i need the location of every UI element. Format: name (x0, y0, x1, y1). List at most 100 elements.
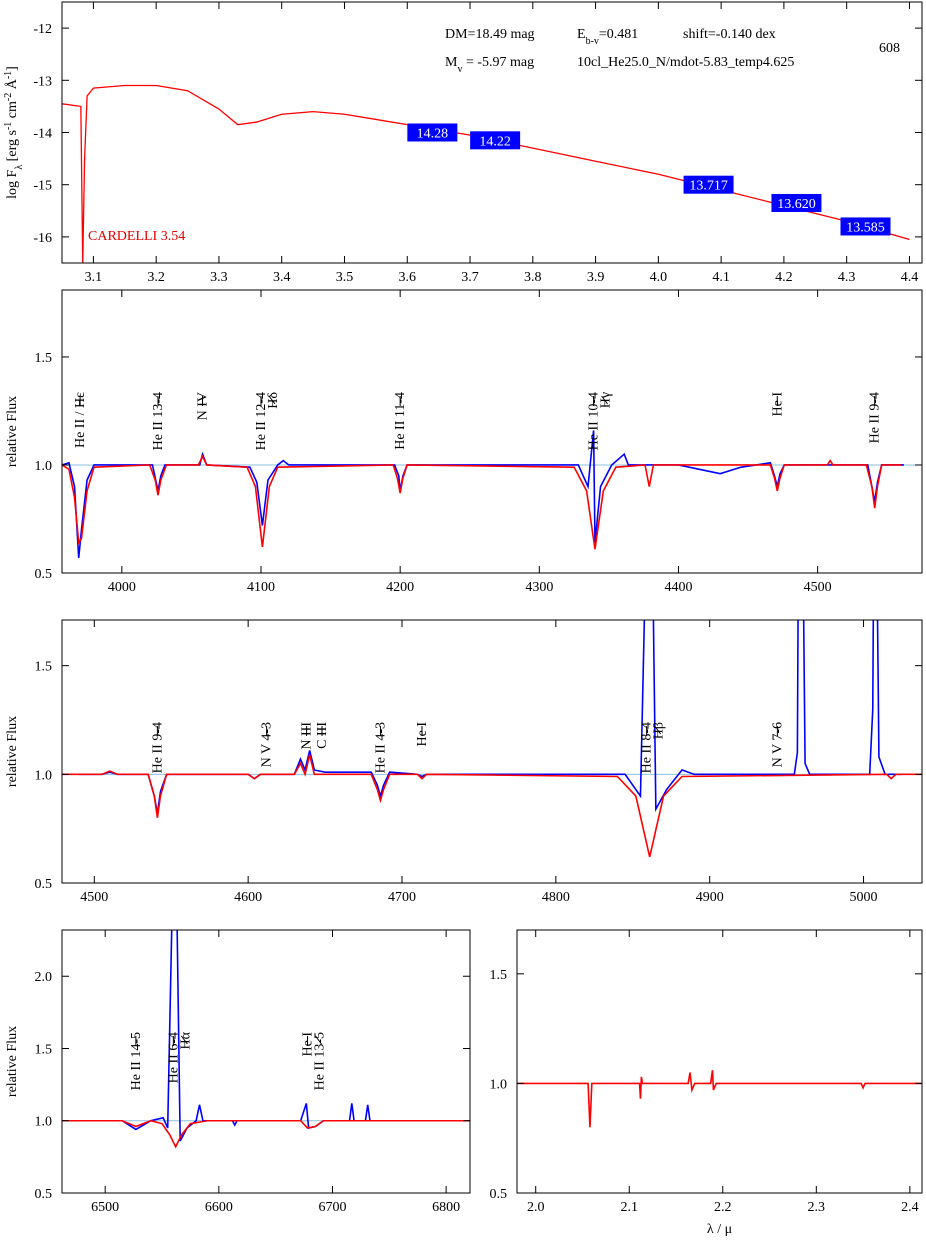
x-tick-label: 3.4 (273, 270, 291, 285)
line-label: Hα (178, 1031, 193, 1049)
x-tick-label: 2.0 (527, 1200, 545, 1215)
y-tick-label: 0.5 (35, 877, 53, 892)
annotation-part: 10cl_He25.0_N/mdot-5.83_temp4.625 (577, 55, 794, 70)
frame (61, 929, 471, 1194)
y-tick-label: 1.0 (490, 1077, 508, 1092)
y-tick-label: 1.0 (35, 459, 53, 474)
y-tick-label: -13 (33, 74, 52, 89)
x-tick-label: 4100 (247, 580, 275, 595)
line-label: He II 4-3 (373, 722, 388, 773)
annotation: Mv = -5.97 mag (445, 55, 534, 75)
line-label: N IV (196, 392, 211, 420)
annotation-part: shift=-0.140 dex (683, 27, 776, 42)
x-tick-label: 4.2 (775, 270, 793, 285)
spectrum-line (62, 1119, 470, 1149)
y-axis-label: relative Flux (5, 396, 20, 467)
y-axis-label-part: cm (5, 101, 20, 122)
annotation: 10cl_He25.0_N/mdot-5.83_temp4.625 (577, 55, 794, 70)
line-label: He II 13-4 (151, 392, 166, 450)
line-label: He II 9-4 (150, 722, 165, 773)
annotation: Eb-v=0.481 (577, 27, 638, 47)
photometry-box (840, 217, 891, 236)
y-tick-label: 0.5 (35, 567, 53, 582)
line-label: He II 13-5 (312, 1032, 327, 1090)
y-axis-label: relative Flux (5, 1026, 20, 1097)
spectrum-line (517, 1070, 922, 1128)
y-tick-label: 2.0 (35, 970, 53, 985)
annotation-part: v (457, 64, 462, 75)
x-tick-label: 3.3 (210, 270, 228, 285)
photometry-label: 14.22 (479, 134, 511, 149)
x-tick-label: 6600 (205, 1200, 233, 1215)
x-tick-label: 4.4 (901, 270, 919, 285)
annotation-part: M (445, 55, 458, 70)
line-marker (268, 395, 276, 405)
y-axis-label-part: log F (5, 169, 20, 198)
annotation-part: 608 (879, 41, 900, 56)
annotation-part: =0.481 (599, 27, 638, 42)
photometry-label: 13.585 (846, 220, 885, 235)
y-tick-label: 0.5 (490, 1187, 508, 1202)
spectrum-line (62, 754, 922, 858)
x-tick-label: 2.2 (714, 1200, 732, 1215)
x-tick-label: 2.1 (620, 1200, 638, 1215)
x-tick-label: 4000 (108, 580, 136, 595)
y-axis-label-part: -1 (3, 122, 14, 130)
annotation-part: CARDELLI 3.54 (88, 229, 185, 244)
y-axis-label-part: -2 (3, 93, 14, 101)
plot-area (62, 930, 470, 1149)
photometry-box (470, 131, 521, 150)
y-tick-label: 1.5 (35, 660, 53, 675)
line-label: He II 8-4 (640, 722, 655, 773)
annotation: DM=18.49 mag (445, 27, 535, 42)
x-tick-label: 6500 (91, 1200, 119, 1215)
y-axis-label-part: [erg s (5, 130, 20, 165)
x-tick-label: 4500 (804, 580, 832, 595)
frame (61, 289, 923, 574)
annotation-part: = -5.97 mag (462, 55, 534, 70)
line-marker (601, 395, 608, 405)
x-tick-label: 4300 (525, 580, 553, 595)
line-label: He II 9-4 (868, 392, 883, 443)
y-tick-label: -16 (33, 231, 52, 246)
line-marker (180, 1035, 188, 1045)
x-tick-label: 3.2 (147, 270, 165, 285)
line-label: He II / Hε (73, 392, 88, 448)
x-tick-label: 4500 (80, 890, 108, 905)
y-axis-label-part: relative Flux (5, 1026, 20, 1097)
x-tick-label: 3.6 (399, 270, 417, 285)
line-label: N V 4-3 (260, 722, 275, 767)
x-tick-label: 4.1 (712, 270, 730, 285)
frame (61, 1, 923, 264)
line-label: Hβ (652, 722, 667, 739)
x-tick-label: 4600 (234, 890, 262, 905)
x-tick-label: 4200 (386, 580, 414, 595)
line-label: N V 7-6 (770, 722, 785, 767)
spectrum-line (62, 454, 902, 550)
line-label: He II 10-4 (587, 392, 602, 450)
annotation-part: b-v (586, 36, 599, 47)
y-axis-label-part: Å (4, 78, 20, 93)
spectrum-line (62, 430, 904, 558)
line-label: He II 6-4 (166, 1032, 181, 1083)
x-tick-label: 3.9 (587, 270, 605, 285)
annotation: 608 (879, 41, 900, 56)
x-tick-label: 6800 (432, 1200, 460, 1215)
y-axis-label-part: -1 (3, 71, 14, 79)
line-label: He II 11-4 (393, 392, 408, 450)
y-axis-label: log Fλ [erg s-1 cm-2 Å-1] (3, 66, 25, 199)
line-marker (315, 1035, 322, 1045)
x-tick-label: 3.8 (524, 270, 542, 285)
x-tick-label: 2.4 (901, 1200, 919, 1215)
photometry-label: 14.28 (417, 127, 449, 142)
x-tick-label: 4.0 (650, 270, 668, 285)
x-tick-label: 4400 (664, 580, 692, 595)
photometry-label: 13.717 (689, 179, 728, 194)
frame (516, 929, 923, 1194)
y-axis-label-part: relative Flux (5, 396, 20, 467)
frame (61, 619, 923, 884)
line-label: He II 12-4 (254, 392, 269, 450)
x-tick-label: 5000 (850, 890, 878, 905)
annotation-part: DM=18.49 mag (445, 27, 535, 42)
